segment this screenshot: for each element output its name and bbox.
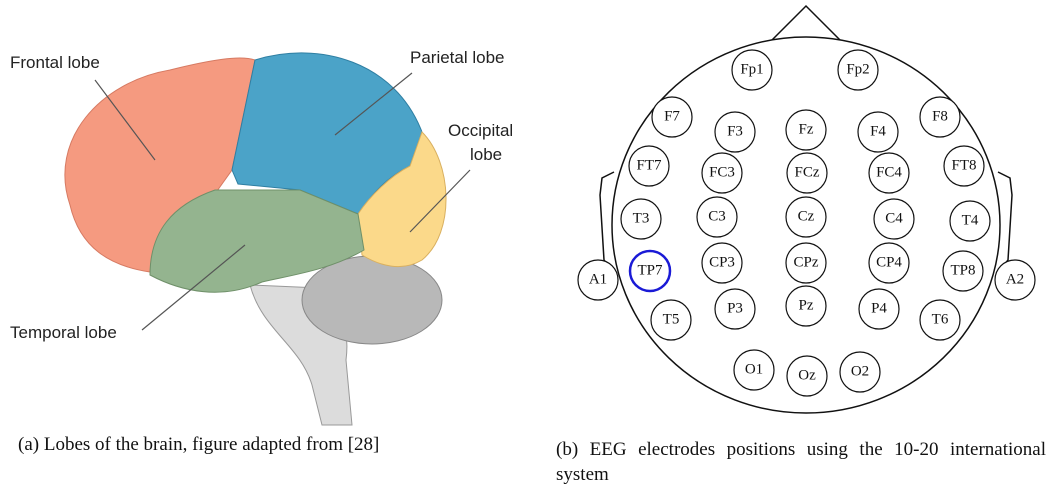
- electrode-label: A2: [1006, 271, 1024, 287]
- electrode-label: P3: [727, 300, 743, 316]
- electrode-label: F3: [727, 123, 743, 139]
- electrode-label: C4: [885, 210, 903, 226]
- label: Occipital: [448, 121, 513, 140]
- electrode-label: FT8: [951, 157, 976, 173]
- electrode-label: T5: [663, 311, 680, 327]
- electrode-label: CP4: [876, 254, 902, 270]
- electrode-label: TP7: [637, 262, 663, 278]
- figure: Frontal lobe Parietal lobe Occipital lob…: [0, 0, 1055, 486]
- electrode-label: C3: [708, 208, 726, 224]
- electrode-label: P4: [871, 300, 887, 316]
- electrode-label: Cz: [798, 208, 815, 224]
- eeg-head: Fp1 Fp2 F7 F3 Fz F4 F8 FT7 FC3 FCz FC4 FT8 T3 C3 Cz C4 T…: [578, 6, 1035, 413]
- label: Frontal lobe: [10, 53, 100, 72]
- electrode-label: FT7: [636, 157, 662, 173]
- caption: (b) EEG electrodes positions using the 1…: [556, 437, 1046, 486]
- electrode-label: F4: [870, 123, 886, 139]
- label: Parietal lobe: [410, 48, 505, 67]
- electrode-label: CP3: [709, 254, 735, 270]
- electrode-label: FC4: [876, 164, 902, 180]
- nose: [772, 6, 840, 40]
- electrode-label: CPz: [793, 254, 818, 270]
- electrode-label: Oz: [798, 367, 816, 383]
- brain-illustration: Frontal lobe Parietal lobe Occipital lob…: [10, 48, 513, 425]
- page: Frontal lobe Parietal lobe Occipital lob…: [0, 0, 1055, 486]
- electrode-label: T4: [962, 212, 979, 228]
- electrode-label: Fp2: [846, 61, 869, 77]
- electrode-label: F8: [932, 108, 948, 124]
- electrode-label: TP8: [950, 262, 975, 278]
- electrode-label: F7: [664, 108, 680, 124]
- cerebellum: [302, 256, 442, 344]
- electrode-label: A1: [589, 271, 607, 287]
- electrode-label: O2: [851, 363, 869, 379]
- electrode-label: T6: [932, 311, 949, 327]
- electrode-label: Fp1: [740, 61, 763, 77]
- label: Temporal lobe: [10, 323, 117, 342]
- caption: (a) Lobes of the brain, figure adapted f…: [18, 432, 379, 457]
- electrode-label: FCz: [794, 164, 819, 180]
- electrode-label: FC3: [709, 164, 735, 180]
- electrode-label: Pz: [799, 297, 814, 313]
- electrode-label: O1: [745, 361, 763, 377]
- label: lobe: [470, 145, 502, 164]
- electrode-label: T3: [633, 210, 650, 226]
- electrode-label: Fz: [799, 121, 814, 137]
